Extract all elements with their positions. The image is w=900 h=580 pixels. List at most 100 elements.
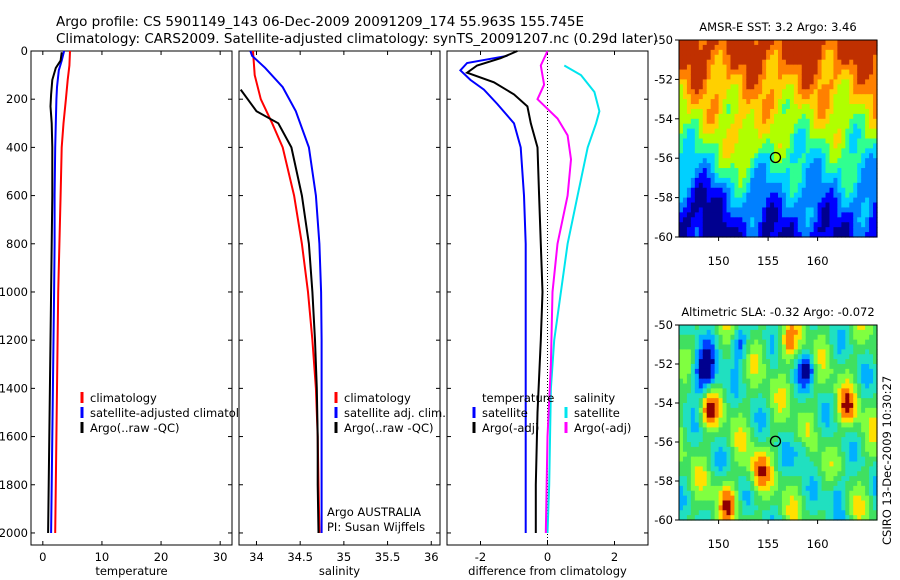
heatmap-cell: [726, 339, 732, 346]
heatmap-cell: [873, 339, 878, 346]
heatmap-cell: [734, 466, 739, 472]
heatmap-cell: [861, 207, 866, 213]
heatmap-cell: [793, 412, 799, 419]
heatmap-cell: [778, 40, 783, 46]
heatmap-cell: [785, 40, 791, 46]
heatmap-cell: [813, 202, 819, 209]
heatmap-cell: [801, 64, 807, 71]
heatmap-cell: [686, 108, 692, 115]
heatmap-cell: [793, 59, 799, 66]
heatmap-cell: [726, 349, 732, 355]
heatmap-cell: [849, 74, 854, 80]
heatmap-cell: [829, 437, 835, 443]
heatmap-cell: [841, 485, 846, 492]
heatmap-cell: [718, 64, 724, 71]
heatmap-cell: [679, 417, 684, 424]
heatmap-cell: [742, 133, 747, 140]
heatmap-cell: [706, 113, 712, 120]
heatmap-cell: [778, 222, 783, 228]
heatmap-cell: [770, 69, 775, 76]
heatmap-cell: [778, 476, 783, 482]
legend-entry: satellite-adjusted climatology: [90, 406, 260, 420]
y-tick-label: 2000: [0, 526, 28, 540]
heatmap-cell: [809, 339, 815, 346]
heatmap-cell: [710, 407, 716, 414]
heatmap-cell: [718, 44, 724, 51]
heatmap-cell: [841, 412, 846, 419]
heatmap-cell: [686, 490, 692, 497]
heatmap-cell: [706, 442, 712, 448]
heatmap-cell: [734, 510, 739, 516]
heatmap-cell: [797, 143, 803, 149]
heatmap-cell: [865, 133, 870, 140]
heatmap-cell: [694, 334, 700, 341]
heatmap-cell: [869, 334, 874, 341]
heatmap-cell: [825, 325, 831, 331]
heatmap-cell: [679, 407, 684, 414]
heatmap-cell: [679, 388, 684, 394]
heatmap-cell: [781, 148, 787, 154]
heatmap-cell: [706, 417, 712, 424]
heatmap-cell: [778, 168, 783, 174]
heatmap-cell: [785, 325, 791, 331]
heatmap-cell: [682, 148, 688, 154]
heatmap-cell: [738, 84, 743, 90]
heatmap-cell: [758, 94, 763, 100]
heatmap-cell: [710, 383, 716, 389]
heatmap-cell: [686, 40, 692, 46]
heatmap-cell: [789, 217, 795, 223]
heatmap-cell: [730, 398, 736, 404]
heatmap-cell: [726, 172, 732, 179]
heatmap-cell: [762, 495, 767, 502]
heatmap-cell: [758, 99, 763, 105]
heatmap-cell: [694, 329, 700, 336]
heatmap-cell: [750, 417, 755, 424]
heatmap-cell: [710, 182, 716, 189]
heatmap-cell: [754, 232, 759, 238]
heatmap-cell: [726, 446, 732, 453]
heatmap-cell: [730, 490, 736, 497]
heatmap-cell: [742, 143, 747, 149]
heatmap-cell: [821, 69, 827, 76]
heatmap-cell: [698, 133, 704, 140]
x-tick-label: 34.5: [287, 550, 313, 564]
heatmap-cell: [762, 378, 767, 385]
heatmap-cell: [750, 59, 755, 66]
heatmap-cell: [837, 172, 842, 179]
heatmap-cell: [766, 168, 771, 174]
heatmap-cell: [718, 510, 724, 516]
heatmap-cell: [797, 412, 803, 419]
heatmap-cell: [789, 118, 795, 125]
heatmap-cell: [861, 354, 866, 360]
heatmap-cell: [714, 49, 720, 56]
heatmap-cell: [857, 344, 862, 350]
heatmap-cell: [837, 84, 842, 90]
heatmap-cell: [702, 143, 708, 149]
heatmap-cell: [750, 481, 755, 487]
heatmap-cell: [801, 118, 807, 125]
heatmap-cell: [797, 510, 803, 516]
heatmap-cell: [690, 197, 696, 204]
heatmap-cell: [762, 500, 767, 506]
heatmap-cell: [738, 212, 743, 218]
heatmap-cell: [861, 133, 866, 140]
heatmap-cell: [770, 446, 775, 453]
heatmap-cell: [833, 168, 838, 174]
heatmap-cell: [781, 422, 787, 428]
heatmap-cell: [726, 403, 732, 409]
heatmap-cell: [742, 368, 747, 375]
heatmap-cell: [841, 40, 846, 46]
heatmap-cell: [770, 432, 775, 438]
heatmap-cell: [853, 388, 858, 394]
heatmap-cell: [770, 466, 775, 472]
heatmap-cell: [746, 373, 751, 380]
heatmap-cell: [821, 148, 827, 154]
heatmap-cell: [825, 143, 831, 149]
heatmap-cell: [805, 364, 811, 370]
heatmap-cell: [821, 158, 827, 164]
heatmap-cell: [845, 177, 850, 184]
heatmap-cell: [718, 373, 724, 380]
heatmap-cell: [722, 118, 728, 125]
heatmap-cell: [845, 44, 850, 51]
heatmap-cell: [694, 510, 700, 516]
